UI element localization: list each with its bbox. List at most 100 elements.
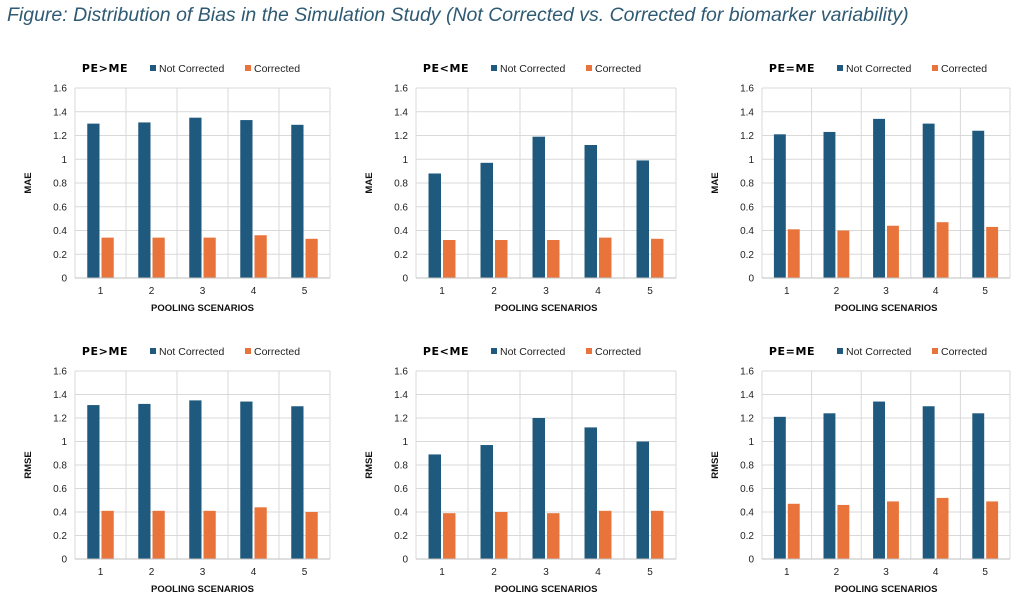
bar-corrected-4 [936,497,949,559]
chart-title: PE=ME [769,345,815,358]
x-tick-label: 4 [933,567,939,578]
x-tick-label: 2 [834,286,840,297]
x-tick-label: 5 [982,567,988,578]
legend-swatch-corrected [586,348,592,354]
y-tick-label: 1.4 [740,107,754,118]
chart-panel-mae-pe-gt-me: PE>ME Not Corrected Corrected 0 0.2 0.4 0.6 0.8… [5,53,342,321]
chart-title: PE>ME [82,345,128,358]
x-tick-label: 3 [543,567,549,578]
chart-rmse-pe-eq-me: PE=ME Not Corrected Corrected 0 0.2 0.4 0.6 0.8… [710,345,1011,595]
y-tick-label: 1.4 [53,390,67,401]
chart-rmse-pe-gt-me: PE>ME Not Corrected Corrected 0 0.2 0.4 0.6 0.8… [23,345,331,595]
y-tick-label: 1 [61,437,67,448]
bar-corrected-1 [101,237,114,278]
x-tick-label: 2 [149,567,155,578]
y-tick-label: 0.6 [394,484,408,495]
bar-not-corrected-1 [428,173,441,278]
legend-swatch-not-corrected [150,65,156,71]
bar-not-corrected-1 [87,405,100,559]
x-tick-label: 2 [149,286,155,297]
y-axis-title: RMSE [710,451,721,478]
x-tick-label: 4 [595,286,601,297]
y-tick-label: 0.4 [53,508,67,519]
bar-not-corrected-2 [138,122,151,278]
y-tick-label: 1.6 [394,84,408,95]
bar-corrected-4 [936,222,949,278]
y-tick-label: 1.2 [394,131,408,142]
bar-corrected-1 [443,240,456,278]
chart-mae-pe-gt-me: PE>ME Not Corrected Corrected 0 0.2 0.4 0.6 0.8… [23,62,331,314]
legend-swatch-not-corrected [837,65,843,71]
y-tick-label: 1.2 [53,131,67,142]
bar-not-corrected-4 [240,120,253,278]
x-tick-label: 3 [883,286,889,297]
y-axis-title: MAE [710,172,721,193]
legend-label-not-corrected: Not Corrected [159,346,225,358]
y-tick-label: 0.8 [53,461,67,472]
y-tick-label: 0.2 [394,250,408,261]
bar-not-corrected-4 [922,406,935,559]
x-tick-label: 4 [595,567,601,578]
legend-swatch-corrected [932,65,938,71]
y-tick-label: 1.4 [394,107,408,118]
bar-corrected-5 [305,512,318,559]
y-tick-label: 0 [402,555,408,566]
bar-corrected-1 [443,513,456,559]
y-tick-label: 0.8 [740,179,754,190]
legend-label-not-corrected: Not Corrected [846,63,912,75]
x-tick-label: 4 [251,567,257,578]
y-tick-label: 1.2 [394,414,408,425]
bar-corrected-1 [787,503,800,559]
bar-not-corrected-3 [189,400,202,559]
y-tick-label: 0 [61,274,67,285]
y-tick-label: 1 [402,155,408,166]
bar-corrected-4 [599,510,612,559]
y-axis-title: MAE [23,172,34,193]
x-tick-label: 1 [439,286,445,297]
chart-panel-mae-pe-eq-me: PE=ME Not Corrected Corrected 0 0.2 0.4 0.6 0.8… [692,53,1022,321]
bar-not-corrected-3 [873,118,885,278]
bar-corrected-4 [254,235,267,278]
bar-not-corrected-4 [584,427,597,559]
y-tick-label: 0.8 [53,179,67,190]
y-tick-label: 1.2 [740,131,754,142]
legend-label-corrected: Corrected [595,63,641,75]
bar-corrected-1 [101,510,114,559]
y-tick-label: 0.2 [740,250,754,261]
bar-not-corrected-3 [532,418,545,559]
bar-not-corrected-2 [138,403,151,559]
y-tick-label: 1.2 [740,414,754,425]
y-tick-label: 0.6 [53,202,67,213]
x-tick-label: 1 [98,567,104,578]
bar-not-corrected-1 [773,416,786,559]
chart-mae-pe-lt-me: PE<ME Not Corrected Corrected 0 0.2 0.4 0.6 0.8… [364,62,677,314]
x-tick-label: 2 [834,567,840,578]
y-tick-label: 0.6 [53,484,67,495]
y-tick-label: 0.4 [394,226,408,237]
x-axis-title: POOLING SCENARIOS [495,303,598,314]
y-tick-label: 0.6 [740,202,754,213]
y-tick-label: 1.6 [394,367,408,378]
y-tick-label: 1.4 [740,390,754,401]
bar-not-corrected-3 [873,401,885,559]
chart-title: PE<ME [423,62,469,75]
legend-label-not-corrected: Not Corrected [159,63,225,75]
bar-not-corrected-5 [291,124,304,278]
x-tick-label: 5 [302,286,308,297]
bar-corrected-5 [651,510,664,559]
x-tick-label: 1 [784,286,790,297]
x-axis-title: POOLING SCENARIOS [835,584,938,595]
x-axis-title: POOLING SCENARIOS [151,303,254,314]
x-tick-label: 5 [302,567,308,578]
legend-label-corrected: Corrected [941,63,987,75]
legend-label-corrected: Corrected [595,346,641,358]
bar-corrected-5 [305,238,318,278]
x-tick-label: 3 [200,286,206,297]
chart-panel-rmse-pe-gt-me: PE>ME Not Corrected Corrected 0 0.2 0.4 0.6 0.8… [5,336,342,602]
x-tick-label: 5 [647,567,653,578]
x-tick-label: 3 [200,567,206,578]
y-tick-label: 0.6 [394,202,408,213]
legend-label-not-corrected: Not Corrected [500,63,566,75]
bar-corrected-3 [547,513,560,559]
y-tick-label: 0.8 [394,461,408,472]
